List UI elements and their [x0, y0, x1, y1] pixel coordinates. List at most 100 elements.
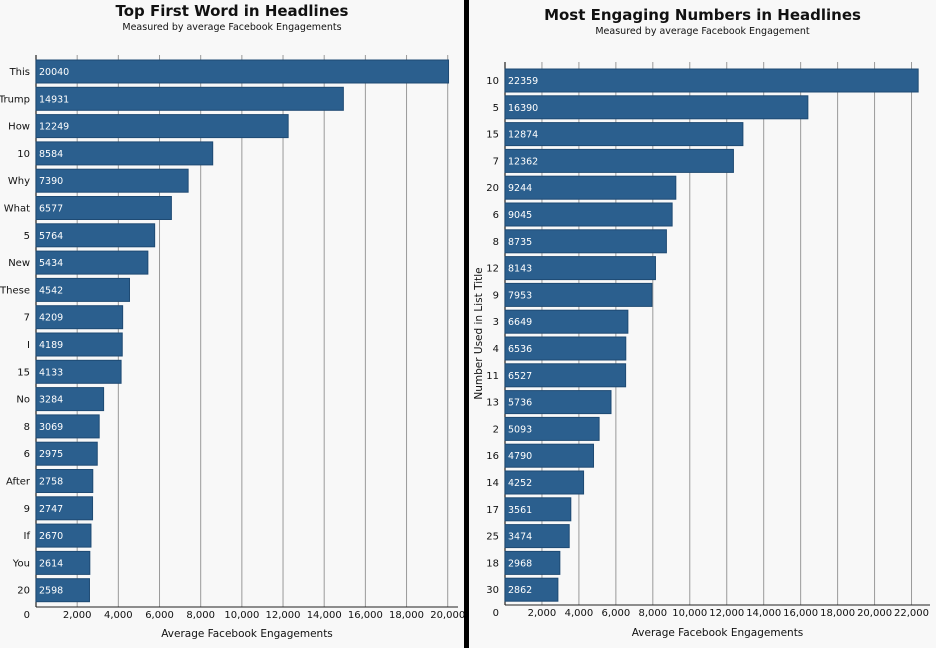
y-tick-label: Why — [8, 176, 30, 187]
x-tick-label: 18,000 — [820, 608, 855, 619]
x-tick-label: 8,000 — [186, 610, 215, 621]
bar — [35, 277, 130, 302]
x-tick-label: 10,000 — [672, 608, 707, 619]
bar-value-label: 9045 — [508, 210, 532, 221]
bar-value-label: 12249 — [39, 122, 69, 133]
x-tick-label: 20,000 — [430, 610, 464, 621]
bar — [504, 497, 572, 522]
bar — [504, 122, 744, 147]
bar-value-label: 8584 — [39, 149, 63, 160]
x-tick-label: 0 — [24, 610, 30, 621]
bar-value-label: 5434 — [39, 258, 63, 269]
y-tick-label: 2 — [493, 424, 499, 435]
chart-subtitle: Measured by average Facebook Engagements — [122, 22, 342, 33]
y-tick-label: 10 — [486, 76, 499, 87]
bar-value-label: 6649 — [508, 317, 532, 328]
bar — [504, 416, 600, 441]
bar-value-label: 3284 — [39, 395, 63, 406]
bar-value-label: 2862 — [508, 585, 532, 596]
bar-value-label: 6536 — [508, 344, 532, 355]
bar-value-label: 4252 — [508, 478, 532, 489]
x-tick-label: 20,000 — [857, 608, 892, 619]
bar-value-label: 8735 — [508, 237, 532, 248]
bar — [504, 577, 559, 602]
bar-value-label: 2758 — [39, 477, 63, 488]
bar — [35, 59, 450, 84]
y-tick-label: 9 — [493, 290, 499, 301]
x-tick-label: 16,000 — [348, 610, 383, 621]
bar — [35, 387, 105, 412]
bar — [35, 168, 189, 193]
chart-title: Most Engaging Numbers in Headlines — [544, 6, 861, 24]
bar-value-label: 2614 — [39, 558, 63, 569]
y-tick-label: 6 — [493, 210, 499, 221]
chart-panel-right: Most Engaging Numbers in Headlines Measu… — [469, 0, 936, 648]
bar — [35, 196, 172, 220]
bar-chart-numbers: 0 2,000 4,000 6,000 8,000 10,000 12,000 14,000 1… — [473, 62, 930, 619]
bar-value-label: 7953 — [508, 290, 532, 301]
y-tick-label: What — [4, 204, 30, 215]
bar-value-label: 5736 — [508, 398, 532, 409]
y-tick-label: 7 — [24, 313, 30, 324]
y-tick-label: These — [0, 285, 30, 296]
bar-value-label: 2747 — [39, 504, 63, 515]
bar — [504, 95, 809, 120]
bar — [35, 414, 100, 439]
bar-value-label: 12874 — [508, 130, 538, 141]
y-tick-label: 14 — [486, 478, 499, 489]
y-tick-label: 16 — [486, 451, 499, 462]
x-tick-label: 4,000 — [565, 608, 594, 619]
y-tick-label: After — [6, 477, 31, 488]
y-tick-label: 9 — [24, 504, 30, 515]
bar — [35, 114, 289, 139]
bar-value-label: 5093 — [508, 424, 532, 435]
bar — [504, 470, 585, 495]
x-tick-label: 2,000 — [63, 610, 92, 621]
bar-value-label: 4189 — [39, 340, 63, 351]
x-tick-label: 22,000 — [894, 608, 929, 619]
y-tick-label: 5 — [24, 231, 30, 242]
y-tick-label: 7 — [493, 156, 499, 167]
bar — [504, 68, 919, 93]
bar — [504, 202, 673, 227]
bar — [35, 496, 94, 521]
x-tick-label: 18,000 — [389, 610, 424, 621]
y-tick-label: 4 — [493, 344, 499, 355]
bar — [35, 305, 124, 330]
y-tick-label: New — [8, 258, 30, 269]
y-tick-label: 8 — [493, 237, 499, 248]
bar-value-label: 5764 — [39, 231, 63, 242]
bar-value-label: 3474 — [508, 532, 532, 543]
bar-value-label: 3069 — [39, 422, 63, 433]
bar — [35, 469, 94, 493]
bar — [35, 550, 91, 575]
y-tick-label: 15 — [486, 130, 499, 141]
bar-value-label: 4133 — [39, 367, 63, 378]
bar-value-label: 12362 — [508, 156, 538, 167]
bar-value-label: 8143 — [508, 264, 532, 275]
y-tick-label: 20 — [486, 183, 499, 194]
y-tick-label: 11 — [486, 371, 499, 382]
bar-value-label: 14931 — [39, 94, 69, 105]
bar — [504, 363, 627, 388]
bar-value-label: 2670 — [39, 531, 63, 542]
x-tick-label: 10,000 — [224, 610, 259, 621]
bar — [504, 550, 561, 575]
bar-value-label: 4209 — [39, 313, 63, 324]
y-tick-label: 6 — [24, 449, 30, 460]
bar — [504, 309, 629, 334]
y-tick-label: 18 — [486, 558, 499, 569]
bar — [504, 175, 677, 200]
x-axis-label: Average Facebook Engagements — [631, 627, 804, 639]
bar — [35, 332, 123, 357]
bar-chart-first-word: 0 2,000 4,000 6,000 8,000 10,000 12,000 14,000 1… — [0, 55, 464, 621]
x-axis-label: Average Facebook Engagements — [161, 628, 333, 640]
x-tick-label: 14,000 — [746, 608, 781, 619]
x-tick-label: 6,000 — [145, 610, 174, 621]
bar — [504, 148, 734, 173]
x-tick-label: 8,000 — [639, 608, 668, 619]
y-axis-label: Number Used in List Title — [473, 267, 485, 399]
y-tick-label: 25 — [486, 532, 499, 543]
bar-value-label: 6577 — [39, 204, 63, 215]
bar — [35, 250, 149, 275]
